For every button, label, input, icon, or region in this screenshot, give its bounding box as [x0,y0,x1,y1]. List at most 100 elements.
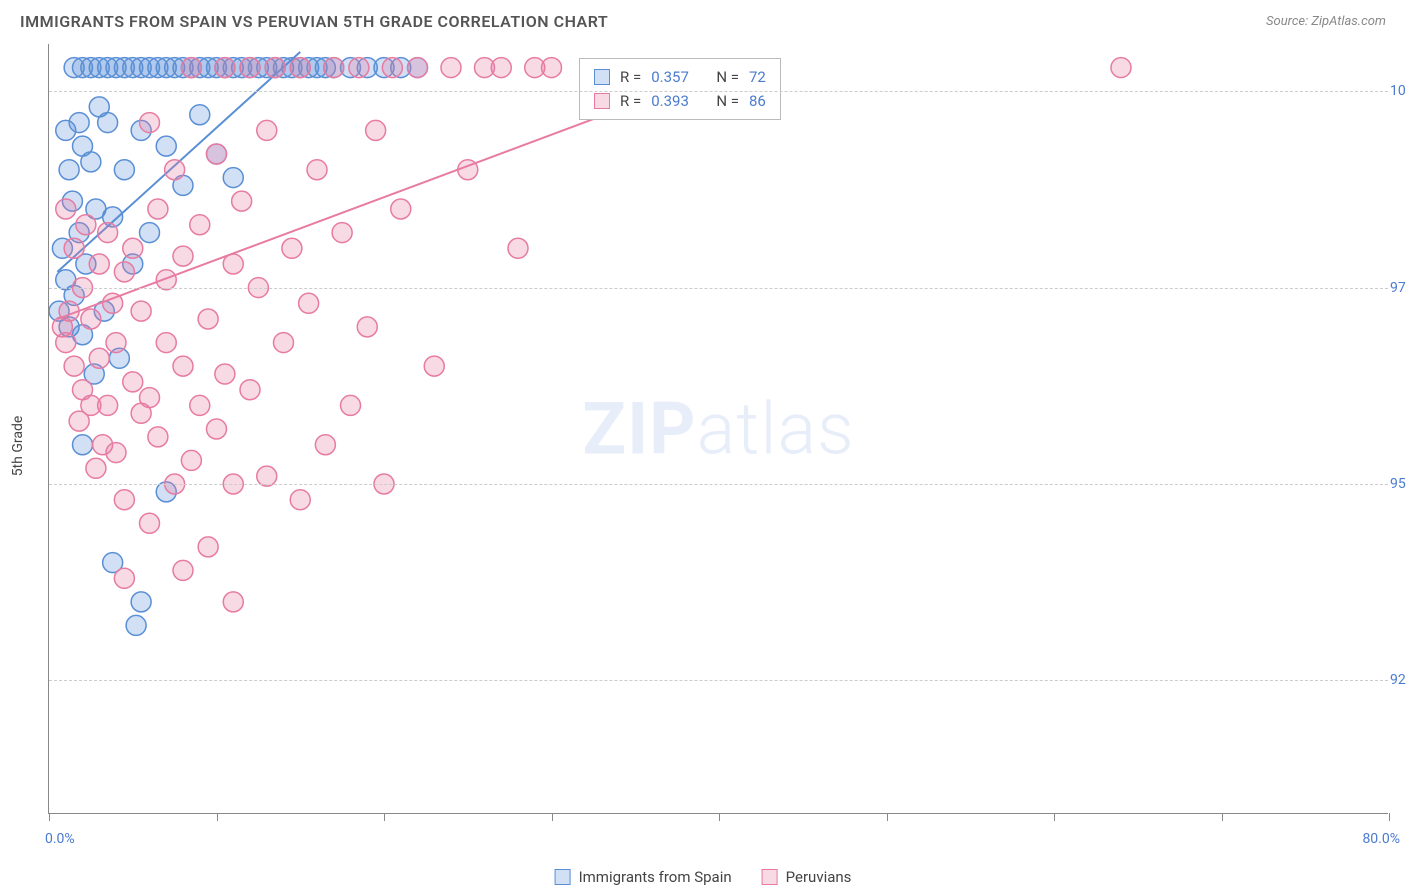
data-point [140,223,160,243]
data-point [215,58,235,78]
data-point [165,160,185,180]
data-point [424,356,444,376]
data-point [140,388,160,408]
data-point [290,490,310,510]
data-point [190,215,210,235]
x-tick [1054,813,1055,821]
data-point [441,58,461,78]
data-point [307,160,327,180]
y-tick-label: 95.0% [1390,476,1406,492]
data-point [181,450,201,470]
data-point [89,348,109,368]
data-point [156,333,176,353]
data-point [123,372,143,392]
data-point [332,223,352,243]
data-point [190,105,210,125]
data-point [265,58,285,78]
data-point [290,58,310,78]
x-axis-max-label: 80.0% [1362,831,1400,847]
data-point [73,435,93,455]
data-point [223,592,243,612]
x-tick [1222,813,1223,821]
stats-row-series2: R = 0.393 N = 86 [594,89,766,113]
data-point [240,58,260,78]
data-point [123,238,143,258]
data-point [173,356,193,376]
data-point [190,395,210,415]
data-point [198,309,218,329]
data-point [232,191,252,211]
legend-item-series2: Peruvians [762,868,852,886]
x-tick [552,813,553,821]
data-point [86,458,106,478]
x-tick [384,813,385,821]
chart-title: IMMIGRANTS FROM SPAIN VS PERUVIAN 5TH GR… [20,12,608,31]
data-point [56,333,76,353]
legend-label-2: Peruvians [786,868,852,886]
data-point [98,113,118,133]
data-point [64,356,84,376]
data-point [106,443,126,463]
data-point [114,160,134,180]
data-point [181,58,201,78]
data-point [508,238,528,258]
data-point [366,120,386,140]
bottom-legend: Immigrants from Spain Peruvians [555,868,852,886]
data-point [76,215,96,235]
data-point [408,58,428,78]
r-value-1: 0.357 [651,65,689,89]
data-point [324,58,344,78]
data-point [315,435,335,455]
r-label: R = [620,65,641,89]
data-point [131,592,151,612]
data-point [106,333,126,353]
data-point [148,199,168,219]
gridline [49,288,1388,289]
data-point [491,58,511,78]
data-point [114,568,134,588]
x-tick [719,813,720,821]
correlation-stats-box: R = 0.357 N = 72 R = 0.393 N = 86 [579,58,781,120]
x-tick [1389,813,1390,821]
data-point [81,152,101,172]
chart-header: IMMIGRANTS FROM SPAIN VS PERUVIAN 5TH GR… [0,0,1406,39]
y-tick-label: 100.0% [1390,83,1406,99]
data-point [148,427,168,447]
data-point [198,537,218,557]
data-point [56,199,76,219]
data-point [59,160,79,180]
data-point [98,223,118,243]
x-tick [217,813,218,821]
data-point [382,58,402,78]
data-point [89,254,109,274]
legend-swatch1-icon [555,869,571,885]
data-point [349,58,369,78]
data-point [341,395,361,415]
data-point [542,58,562,78]
stats-row-series1: R = 0.357 N = 72 [594,65,766,89]
n-value-2: 86 [749,89,766,113]
data-point [173,246,193,266]
data-point [391,199,411,219]
legend-item-series1: Immigrants from Spain [555,868,732,886]
data-point [131,301,151,321]
gridline [49,91,1388,92]
r-value-2: 0.393 [651,89,689,113]
n-label: N = [716,89,739,113]
data-point [207,144,227,164]
gridline [49,680,1388,681]
data-point [64,238,84,258]
data-point [207,419,227,439]
x-axis-min-label: 0.0% [45,831,75,847]
x-tick [887,813,888,821]
data-point [357,317,377,337]
x-tick [49,813,50,821]
n-label: N = [716,65,739,89]
swatch-series1-icon [594,69,610,85]
data-point [274,333,294,353]
data-point [240,380,260,400]
chart-plot-area: ZIPatlas R = 0.357 N = 72 R = 0.393 N = … [48,44,1388,814]
y-tick-label: 97.5% [1390,280,1406,296]
r-label: R = [620,89,641,113]
data-point [173,560,193,580]
